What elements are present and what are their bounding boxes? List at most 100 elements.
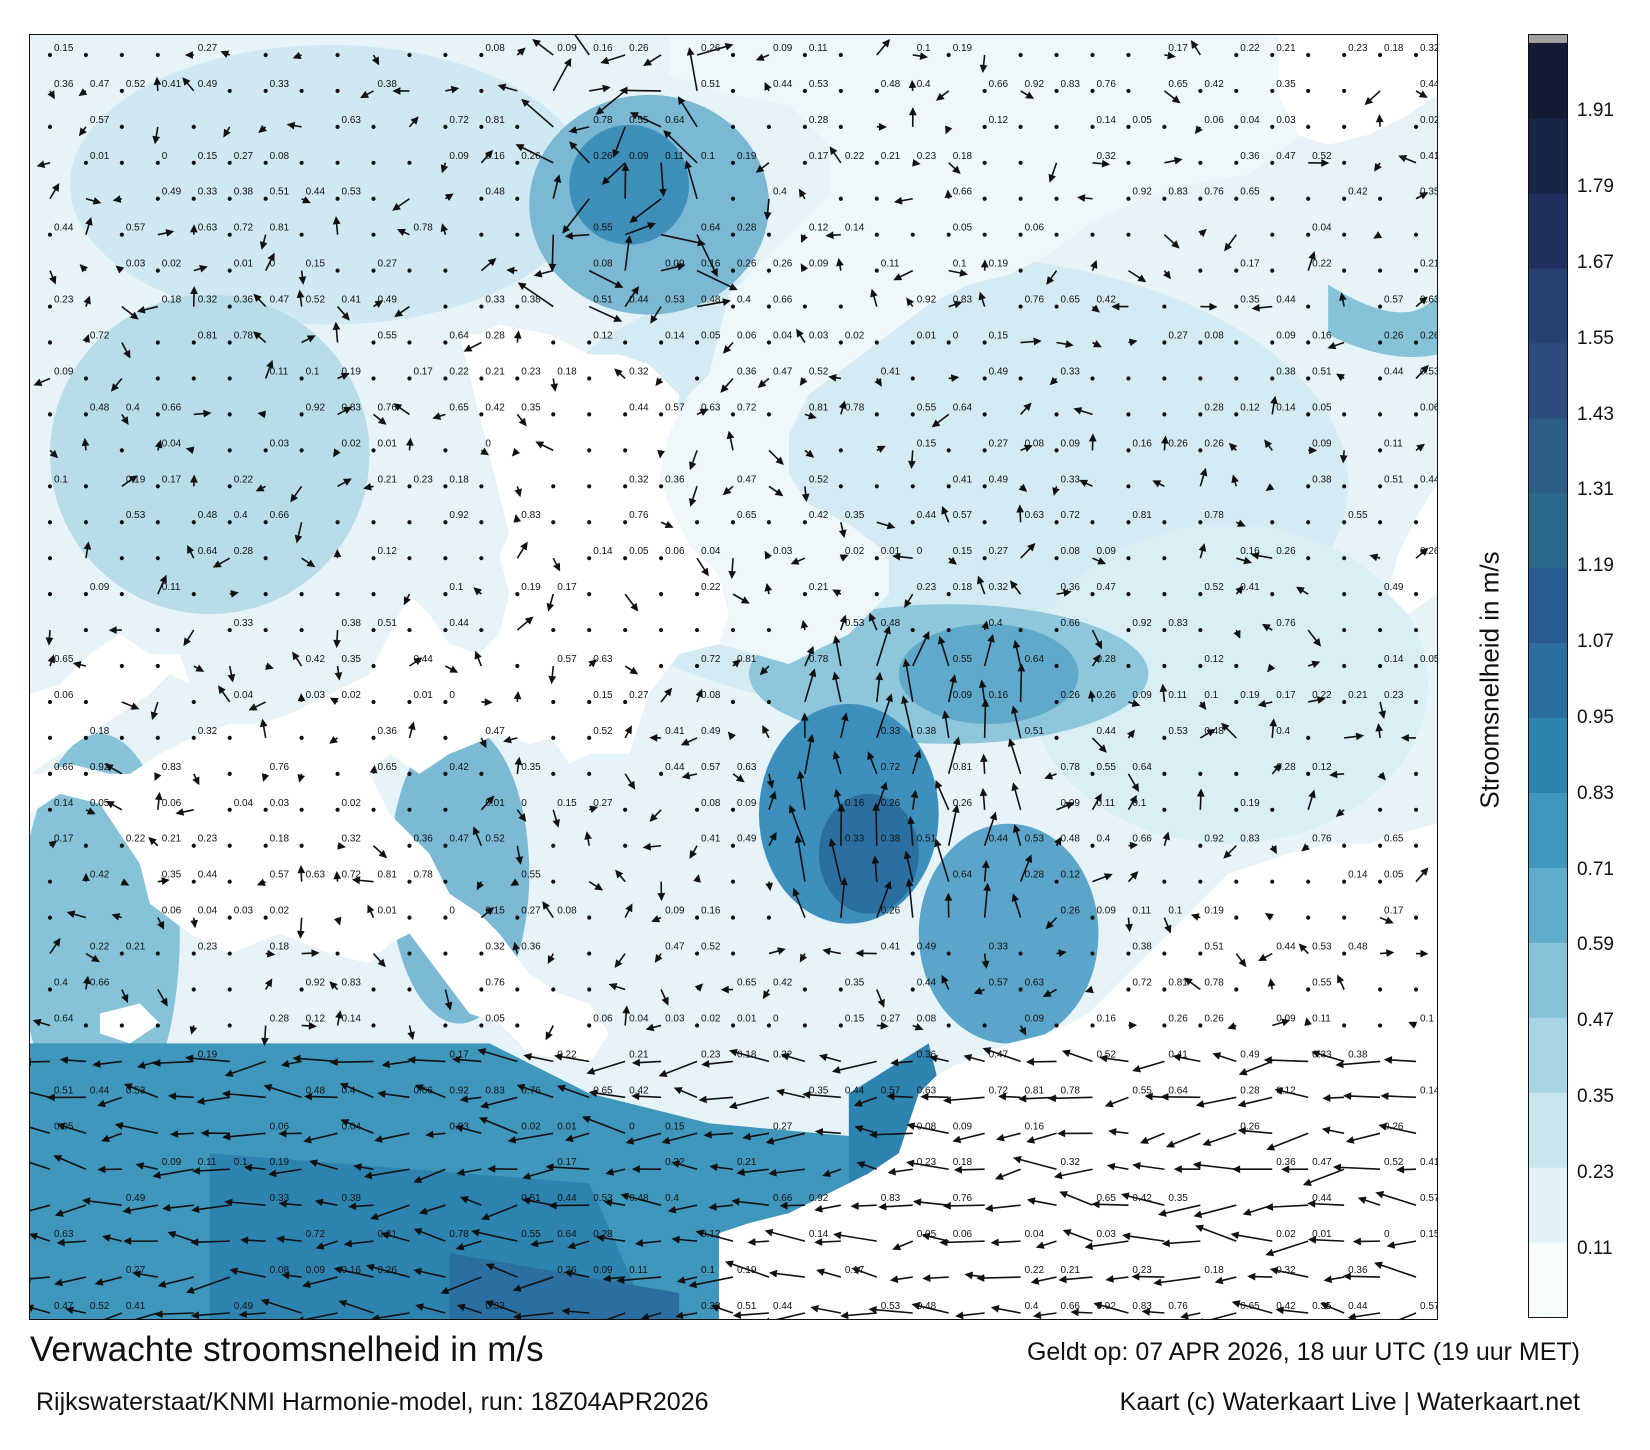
- speed-label: 0.41: [881, 366, 901, 377]
- speed-label: 0.57: [1420, 1193, 1437, 1204]
- speed-label: 0.49: [162, 187, 182, 198]
- calm-point: [587, 771, 592, 776]
- current-arrow: [799, 772, 806, 810]
- calm-point: [1413, 663, 1419, 669]
- current-arrow-head: [912, 158, 921, 167]
- current-arrow-head: [553, 562, 561, 572]
- speed-label: 0.11: [809, 43, 828, 54]
- speed-label: 0.16: [1240, 546, 1260, 557]
- speed-label: 0.02: [342, 690, 362, 701]
- speed-label: 0.76: [1096, 79, 1116, 90]
- current-arrow-head: [1396, 1165, 1405, 1174]
- calm-point: [946, 1023, 951, 1028]
- calm-point: [263, 592, 268, 597]
- current-arrow: [30, 1161, 51, 1170]
- calm-point: [227, 268, 232, 273]
- speed-label: 0.08: [1025, 438, 1045, 449]
- current-arrow-head: [643, 58, 652, 67]
- land-norway: [1278, 35, 1437, 145]
- current-arrow-head: [695, 688, 703, 698]
- calm-point: [155, 556, 160, 561]
- current-arrow: [630, 198, 662, 223]
- current-arrow-head: [952, 736, 961, 746]
- calm-point: [479, 771, 484, 776]
- current-arrow-head: [120, 878, 130, 886]
- current-speed-map[interactable]: 0.15 0.27 0.08 0.09 0.16 0.26 0.26 0.09 0.11 0.1 0…: [29, 34, 1438, 1320]
- current-arrow-head: [167, 1231, 177, 1239]
- current-arrow-head: [689, 849, 697, 859]
- speed-label: 0.21: [737, 1157, 757, 1168]
- calm-point: [263, 807, 268, 812]
- calm-point: [299, 412, 304, 417]
- calm-point: [1306, 556, 1311, 561]
- current-arrow-head: [128, 475, 138, 484]
- colorbar-tick-label: 1.79: [1577, 176, 1614, 198]
- calm-point: [1018, 160, 1023, 165]
- speed-label: 0.22: [1240, 43, 1260, 54]
- current-arrow-head: [510, 878, 520, 886]
- speed-label: 0.35: [1312, 1301, 1332, 1312]
- current-arrow-head: [922, 1274, 931, 1283]
- current-arrow-head: [856, 1161, 866, 1169]
- speed-label: 0.28: [234, 546, 254, 557]
- calm-point: [443, 879, 448, 884]
- current-arrow-head: [906, 297, 914, 307]
- calm-point: [443, 915, 448, 920]
- current-arrow-head: [281, 1271, 290, 1280]
- calm-point: [155, 520, 160, 525]
- current-arrow-head: [816, 1268, 825, 1276]
- calm-point: [1234, 915, 1239, 920]
- current-arrow-head: [30, 1232, 38, 1241]
- calm-point: [1377, 304, 1383, 309]
- current-arrow-head: [1335, 808, 1345, 817]
- calm-point: [371, 448, 376, 453]
- current-arrow-head: [959, 269, 969, 277]
- current-arrow-head: [1209, 302, 1218, 311]
- speed-label: 0.66: [54, 762, 74, 773]
- speed-label: 0.44: [198, 870, 218, 881]
- current-arrow: [156, 1312, 194, 1316]
- current-arrow-head: [1386, 949, 1395, 957]
- current-arrow-head: [1221, 722, 1230, 732]
- current-arrow: [1375, 1262, 1417, 1278]
- speed-label: 0.22: [701, 582, 721, 593]
- speed-label: 0.18: [953, 151, 973, 162]
- current-arrow-head: [701, 567, 709, 577]
- current-arrow-head: [906, 1122, 916, 1130]
- current-arrow-head: [699, 408, 709, 416]
- current-arrow: [1376, 1192, 1417, 1206]
- speed-label: 0.65: [593, 1085, 613, 1096]
- current-arrow: [562, 198, 590, 233]
- speed-label: 0.83: [1240, 834, 1260, 845]
- calm-point: [694, 951, 700, 956]
- calm-point: [479, 1023, 484, 1028]
- current-arrow-head: [1153, 1278, 1162, 1287]
- current-arrow-head: [264, 978, 273, 988]
- current-arrow: [574, 35, 590, 56]
- calm-point: [1342, 843, 1347, 848]
- current-arrow-head: [1132, 1162, 1141, 1170]
- current-arrow-head: [790, 557, 800, 565]
- speed-label: 0.78: [845, 402, 865, 413]
- current-arrow-head: [1190, 40, 1199, 49]
- current-arrow-head: [415, 1303, 424, 1311]
- current-arrow-head: [1141, 1308, 1151, 1316]
- calm-point: [1018, 376, 1023, 381]
- calm-point: [479, 196, 484, 201]
- speed-label: 0.23: [917, 151, 937, 162]
- current-arrow-head: [650, 314, 658, 324]
- current-arrow-head: [1084, 1242, 1094, 1251]
- current-arrow-head: [1167, 51, 1176, 60]
- current-arrow-head: [872, 802, 880, 811]
- current-arrow-head: [456, 1303, 466, 1312]
- calm-point: [659, 484, 664, 489]
- current-arrow-head: [1304, 1017, 1312, 1026]
- current-arrow-head: [220, 50, 230, 58]
- current-arrow: [116, 1123, 158, 1135]
- speed-label: 0.53: [1420, 366, 1437, 377]
- calm-point: [299, 88, 304, 94]
- current-arrow-head: [311, 949, 320, 958]
- speed-label: 0.65: [54, 654, 74, 665]
- current-arrow-head: [268, 1169, 277, 1178]
- current-arrow-head: [86, 807, 96, 815]
